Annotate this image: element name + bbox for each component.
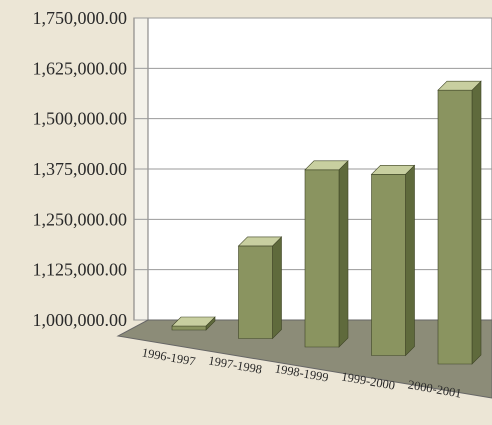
y-tick-label: 1,375,000.00 [33, 159, 128, 179]
bar [437, 89, 473, 365]
bar [371, 174, 406, 356]
bar [238, 245, 273, 339]
y-tick-label: 1,750,000.00 [33, 8, 128, 28]
bar-side [272, 236, 282, 340]
bar-side [471, 80, 482, 365]
y-tick-label: 1,000,000.00 [33, 310, 128, 330]
bar-side [405, 164, 415, 357]
bar-top [370, 165, 416, 175]
y-tick-label: 1,625,000.00 [33, 58, 128, 78]
y-tick-label: 1,250,000.00 [33, 209, 128, 229]
bar [171, 325, 207, 331]
y-tick-label: 1,500,000.00 [33, 109, 128, 129]
bar-top [237, 236, 283, 247]
bar-top [171, 316, 216, 327]
bar-top [304, 160, 349, 171]
y-tick-label: 1,125,000.00 [33, 260, 128, 280]
bar-top [437, 80, 482, 91]
bar-side [338, 160, 349, 348]
bar [304, 169, 340, 348]
